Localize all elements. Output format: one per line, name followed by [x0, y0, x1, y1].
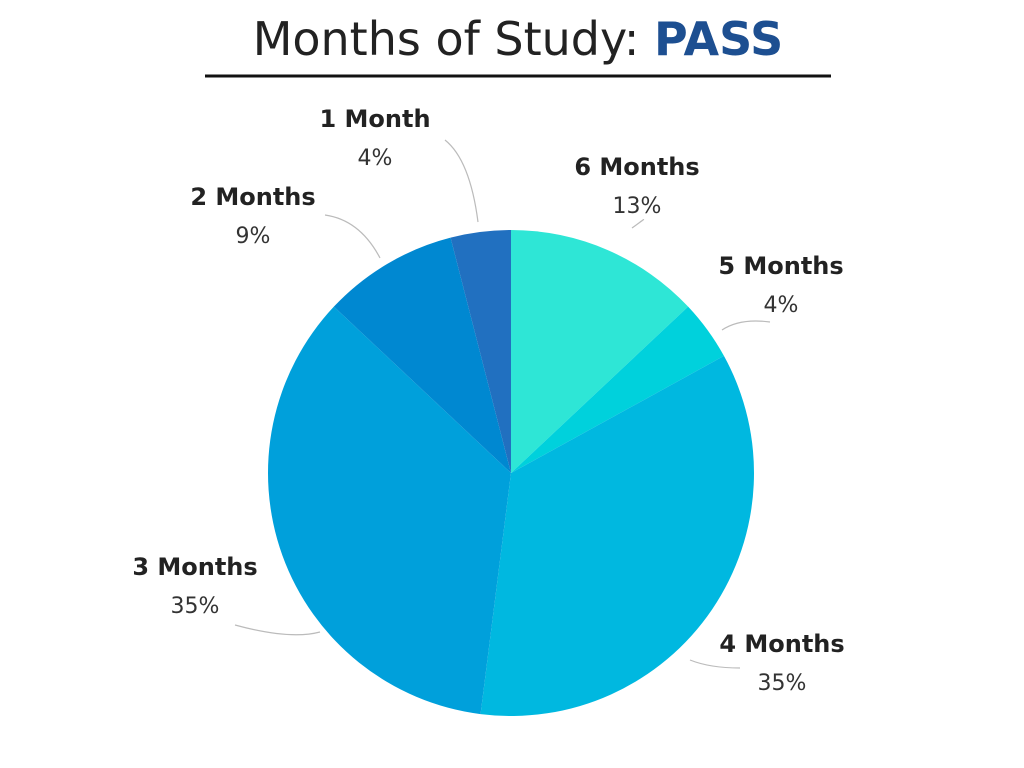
pie-slice: [268, 306, 511, 715]
pie-slice: [333, 237, 511, 473]
slice-value-label: 9%: [236, 224, 271, 249]
leader-line: [631, 218, 645, 229]
pie-slice: [511, 230, 689, 473]
slice-label: 5 Months: [718, 252, 843, 280]
leader-line: [444, 139, 479, 223]
pie-slice: [450, 230, 511, 473]
slice-value-label: 4%: [358, 146, 393, 171]
slice-value-label: 35%: [758, 671, 807, 696]
slice-label: 1 Month: [319, 105, 430, 133]
slice-label: 6 Months: [574, 153, 699, 181]
leader-line: [689, 659, 741, 669]
title-text: Months of Study:: [253, 12, 640, 66]
slice-value-label: 4%: [764, 293, 799, 318]
leader-line: [234, 624, 321, 636]
slice-label: 3 Months: [132, 553, 257, 581]
pie-slice: [480, 355, 754, 716]
pie-slice: [511, 306, 724, 473]
slice-value-label: 13%: [613, 194, 662, 219]
leader-line: [324, 214, 381, 259]
title-highlight: PASS: [654, 12, 783, 66]
chart-title: Months of Study: PASS: [253, 12, 784, 66]
slice-label: 2 Months: [190, 183, 315, 211]
slice-value-label: 35%: [171, 594, 220, 619]
slice-label: 4 Months: [719, 630, 844, 658]
leader-line: [721, 320, 771, 331]
